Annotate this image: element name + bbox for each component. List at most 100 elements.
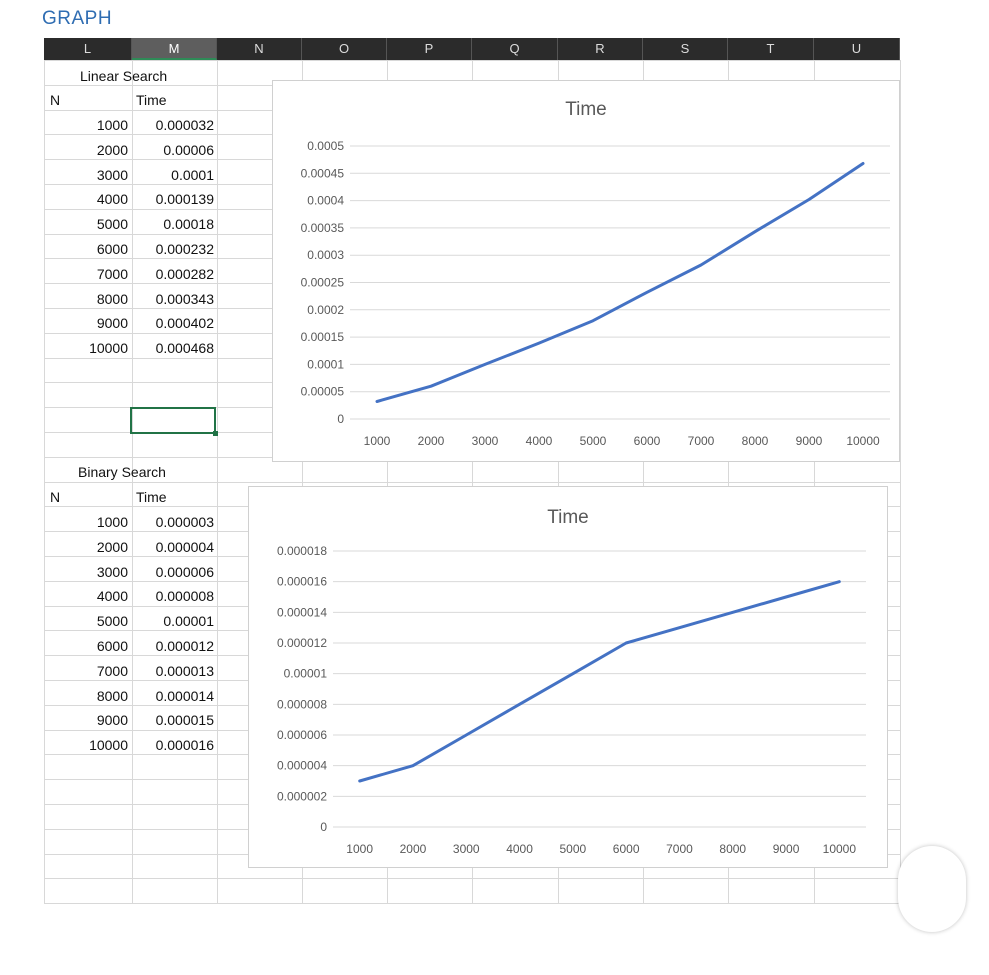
- linear-n-cell[interactable]: 7000: [96, 265, 128, 282]
- column-header-r[interactable]: R: [558, 38, 643, 60]
- y-tick-label: 0.000012: [277, 636, 327, 650]
- x-tick-label: 9000: [773, 842, 800, 856]
- data-point: [646, 291, 648, 293]
- data-point: [625, 642, 627, 644]
- selected-cell[interactable]: [130, 407, 218, 436]
- x-tick-label: 1000: [364, 434, 391, 448]
- grid-hline: [44, 481, 900, 483]
- x-tick-label: 10000: [846, 434, 880, 448]
- linear-time-cell[interactable]: 0.000139: [155, 191, 214, 208]
- data-point: [838, 581, 840, 583]
- data-point: [538, 342, 540, 344]
- linear-time-cell[interactable]: 0.00006: [163, 141, 214, 158]
- linear-time-cell[interactable]: 0.000282: [155, 265, 214, 282]
- y-tick-label: 0.000002: [277, 789, 327, 803]
- column-header-t[interactable]: T: [728, 38, 814, 60]
- linear-n-cell[interactable]: 8000: [96, 290, 128, 307]
- binary-search-chart[interactable]: Time 0 0.000002 0.000004 0.000006 0.000008 0.0…: [248, 486, 888, 868]
- binary-time-cell[interactable]: 0.000013: [155, 662, 214, 679]
- column-header-p[interactable]: P: [387, 38, 472, 60]
- binary-table-title: Binary Search: [78, 464, 166, 480]
- linear-time-cell[interactable]: 0.000232: [155, 241, 214, 257]
- grid-vline: [900, 60, 901, 904]
- binary-n-cell[interactable]: 3000: [96, 563, 128, 580]
- column-header-m[interactable]: M: [132, 38, 217, 60]
- grid-hline: [44, 60, 900, 61]
- binary-n-cell[interactable]: 10000: [89, 737, 128, 754]
- data-point: [484, 363, 486, 365]
- y-tick-label: 0.000008: [277, 697, 327, 711]
- binary-n-cell[interactable]: 7000: [96, 662, 128, 679]
- y-tick-label: 0.000018: [277, 544, 327, 558]
- binary-n-cell[interactable]: 6000: [96, 638, 128, 654]
- x-tick-label: 8000: [719, 842, 746, 856]
- binary-n-cell[interactable]: 1000: [96, 514, 128, 530]
- linear-chart-svg: Time 0 0.00005 0.0001 0.00015 0.0002 0.00025 0.…: [301, 99, 890, 448]
- linear-n-cell[interactable]: 2000: [96, 141, 128, 158]
- binary-time-cell[interactable]: 0.000003: [155, 514, 214, 530]
- binary-time-cell[interactable]: 0.000015: [155, 712, 214, 729]
- linear-time-cell[interactable]: 0.000468: [155, 340, 214, 357]
- linear-table-title: Linear Search: [80, 68, 168, 84]
- x-tick-label: 3000: [453, 842, 480, 856]
- x-tick-label: 6000: [634, 434, 661, 448]
- binary-time-cell[interactable]: 0.000004: [155, 538, 214, 555]
- column-header-q[interactable]: Q: [472, 38, 558, 60]
- data-point: [754, 231, 756, 233]
- column-header-s[interactable]: S: [643, 38, 728, 60]
- linear-n-cell[interactable]: 10000: [89, 340, 128, 357]
- binary-header-n: N: [50, 489, 61, 505]
- column-header-u[interactable]: U: [814, 38, 900, 60]
- binary-n-cell[interactable]: 9000: [96, 712, 128, 729]
- linear-n-cell[interactable]: 5000: [96, 216, 128, 233]
- linear-time-cell[interactable]: 0.0001: [171, 166, 214, 183]
- column-header-o[interactable]: O: [302, 38, 387, 60]
- binary-n-cell[interactable]: 8000: [96, 687, 128, 704]
- y-tick-label: 0.00025: [301, 276, 345, 290]
- linear-header-n: N: [50, 92, 61, 108]
- linear-time-cell[interactable]: 0.000402: [155, 315, 214, 332]
- linear-n-cell[interactable]: 4000: [96, 191, 128, 208]
- x-tick-label: 9000: [796, 434, 823, 448]
- series-line: [375, 162, 865, 403]
- y-tick-label: 0.000004: [277, 759, 327, 773]
- data-point: [808, 199, 810, 200]
- column-header-l[interactable]: L: [44, 38, 132, 60]
- x-tick-label: 8000: [742, 434, 769, 448]
- x-tick-label: 3000: [472, 434, 499, 448]
- linear-time-cell[interactable]: 0.000343: [155, 290, 214, 307]
- x-tick-label: 7000: [666, 842, 693, 856]
- y-tick-label: 0.0001: [307, 357, 344, 371]
- binary-n-cell[interactable]: 2000: [96, 538, 128, 555]
- binary-n-cell[interactable]: 5000: [96, 613, 128, 630]
- y-tick-label: 0.0002: [307, 303, 344, 317]
- linear-time-cell[interactable]: 0.000032: [155, 117, 214, 133]
- series-line: [358, 580, 841, 783]
- binary-time-cell[interactable]: 0.000006: [155, 563, 214, 580]
- data-point: [359, 780, 361, 782]
- binary-n-cell[interactable]: 4000: [96, 588, 128, 605]
- binary-time-cell[interactable]: 0.000012: [155, 638, 214, 654]
- linear-n-cell[interactable]: 3000: [96, 166, 128, 183]
- binary-time-cell[interactable]: 0.00001: [163, 613, 214, 630]
- linear-n-cell[interactable]: 6000: [96, 241, 128, 257]
- x-tick-label: 5000: [559, 842, 586, 856]
- data-point: [465, 734, 467, 736]
- data-point: [785, 596, 787, 598]
- binary-time-cell[interactable]: 0.000008: [155, 588, 214, 605]
- linear-n-cell[interactable]: 9000: [96, 315, 128, 332]
- y-tick-label: 0.00005: [301, 385, 345, 399]
- y-tick-label: 0.00001: [284, 667, 328, 681]
- binary-chart-svg: Time 0 0.000002 0.000004 0.000006 0.000008 0.0…: [277, 507, 866, 856]
- binary-header-time: Time: [136, 489, 167, 505]
- linear-n-cell[interactable]: 1000: [96, 117, 128, 133]
- linear-search-chart[interactable]: Time 0 0.00005 0.0001 0.00015 0.0002 0.00025 0.…: [272, 80, 900, 462]
- binary-time-cell[interactable]: 0.000016: [155, 737, 214, 754]
- y-tick-label: 0.00015: [301, 330, 345, 344]
- x-tick-label: 5000: [580, 434, 607, 448]
- linear-time-cell[interactable]: 0.00018: [163, 216, 214, 233]
- binary-time-cell[interactable]: 0.000014: [155, 687, 214, 704]
- column-header-n[interactable]: N: [217, 38, 302, 60]
- floating-button[interactable]: [898, 846, 966, 932]
- y-tick-label: 0.000006: [277, 728, 327, 742]
